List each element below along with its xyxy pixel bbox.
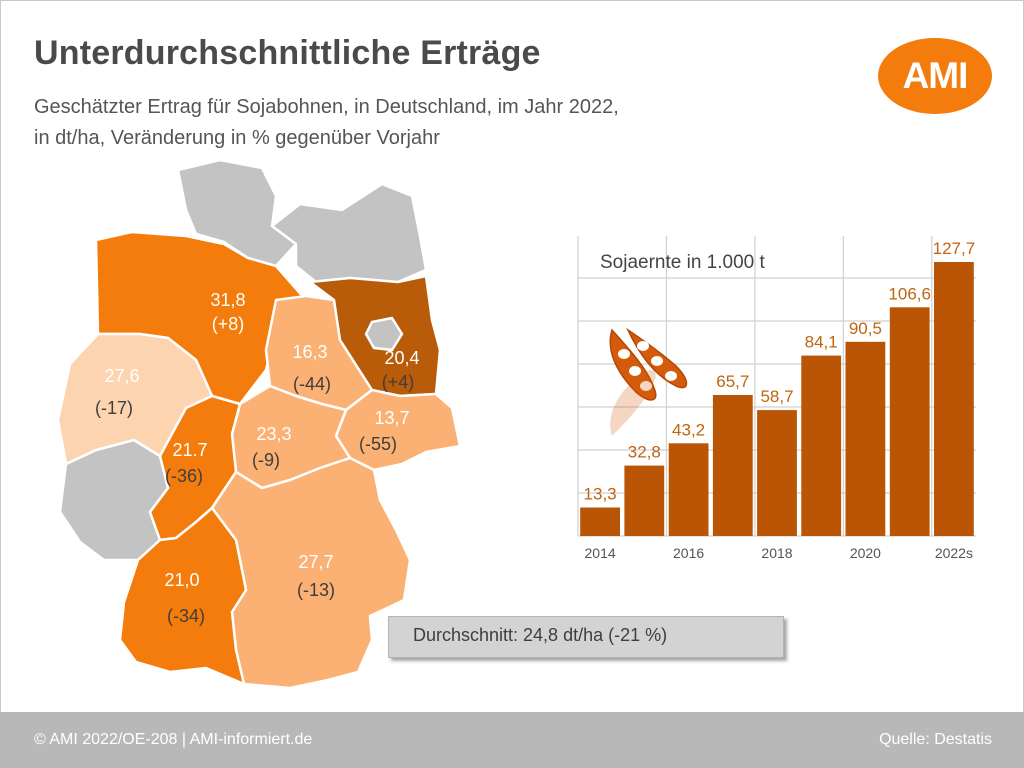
bar-2019 — [801, 355, 842, 536]
page-title: Unterdurchschnittliche Erträge — [34, 34, 541, 72]
chart-title: Sojaernte in 1.000 t — [600, 252, 766, 273]
average-label: Durchschnitt: 24,8 dt/ha (-21 %) — [413, 625, 668, 645]
footer-bar: © AMI 2022/OE-208 | AMI-informiert.de Qu… — [0, 712, 1024, 768]
value-label-2022s: 127,7 — [933, 239, 976, 258]
x-tick-2014: 2014 — [585, 545, 616, 561]
label-hessen-yield: 21.7 — [172, 440, 207, 460]
bar-2015 — [624, 465, 665, 536]
value-label-2014: 13,3 — [584, 485, 617, 504]
bar-2018 — [757, 410, 797, 536]
ami-logo: AMI — [878, 38, 992, 114]
label-niedersachsen-yield: 31,8 — [210, 290, 245, 310]
chart-x-ticks: 2014 2016 2018 2020 2022s — [585, 545, 973, 561]
soybean-pod-icon — [609, 327, 688, 436]
bar-2016 — [668, 443, 709, 536]
value-label-2019: 84,1 — [805, 333, 838, 352]
page-subtitle: Geschätzter Ertrag für Sojabohnen, in De… — [34, 92, 619, 154]
value-label-2017: 65,7 — [716, 372, 749, 391]
footer-copyright: © AMI 2022/OE-208 | AMI-informiert.de — [34, 731, 313, 748]
value-label-2015: 32,8 — [628, 443, 661, 462]
label-nrw-change: (-17) — [95, 398, 133, 418]
label-niedersachsen-change: (+8) — [212, 314, 245, 334]
label-thueringen-change: (-9) — [252, 450, 280, 470]
value-label-2016: 43,2 — [672, 420, 705, 439]
label-sachsen-anhalt-change: (-44) — [293, 374, 331, 394]
label-bw-yield: 21,0 — [164, 570, 199, 590]
label-thueringen-yield: 23,3 — [256, 424, 291, 444]
bar-2017 — [712, 395, 753, 536]
label-sachsen-change: (-55) — [359, 434, 397, 454]
x-tick-2022s: 2022s — [935, 545, 973, 561]
label-bayern-change: (-13) — [297, 580, 335, 600]
label-nrw-yield: 27,6 — [104, 366, 139, 386]
x-tick-2016: 2016 — [673, 545, 704, 561]
region-berlin — [364, 316, 404, 352]
bar-2021 — [889, 307, 930, 536]
region-schleswig-holstein — [176, 158, 298, 268]
label-sachsen-yield: 13,7 — [374, 408, 409, 428]
label-brandenburg-yield: 20,4 — [384, 348, 419, 368]
ami-logo-text: AMI — [902, 55, 969, 96]
value-label-2020: 90,5 — [849, 319, 882, 338]
value-label-2021: 106,6 — [888, 284, 931, 303]
average-callout: Durchschnitt: 24,8 dt/ha (-21 %) — [388, 616, 784, 658]
value-label-2018: 58,7 — [760, 387, 793, 406]
bar-2014 — [580, 507, 620, 536]
bar-2020 — [845, 341, 886, 536]
bar-2022s — [934, 262, 974, 536]
label-brandenburg-change: (+4) — [382, 372, 415, 392]
x-tick-2018: 2018 — [761, 545, 792, 561]
chart-bars — [580, 262, 974, 536]
label-bayern-yield: 27,7 — [298, 552, 333, 572]
footer-source: Quelle: Destatis — [879, 731, 992, 748]
label-sachsen-anhalt-yield: 16,3 — [292, 342, 327, 362]
subtitle-line-2: in dt/ha, Veränderung in % gegenüber Vor… — [34, 127, 440, 149]
chart-value-labels: 13,3 32,8 43,2 65,7 58,7 84,1 90,5 106,6 127,7 — [584, 239, 976, 504]
x-tick-2020: 2020 — [850, 545, 881, 561]
region-baden-wuerttemberg — [118, 506, 248, 686]
label-hessen-change: (-36) — [165, 466, 203, 486]
subtitle-line-1: Geschätzter Ertrag für Sojabohnen, in De… — [34, 96, 619, 118]
region-mecklenburg-vorpommern — [270, 182, 428, 284]
label-bw-change: (-34) — [167, 606, 205, 626]
